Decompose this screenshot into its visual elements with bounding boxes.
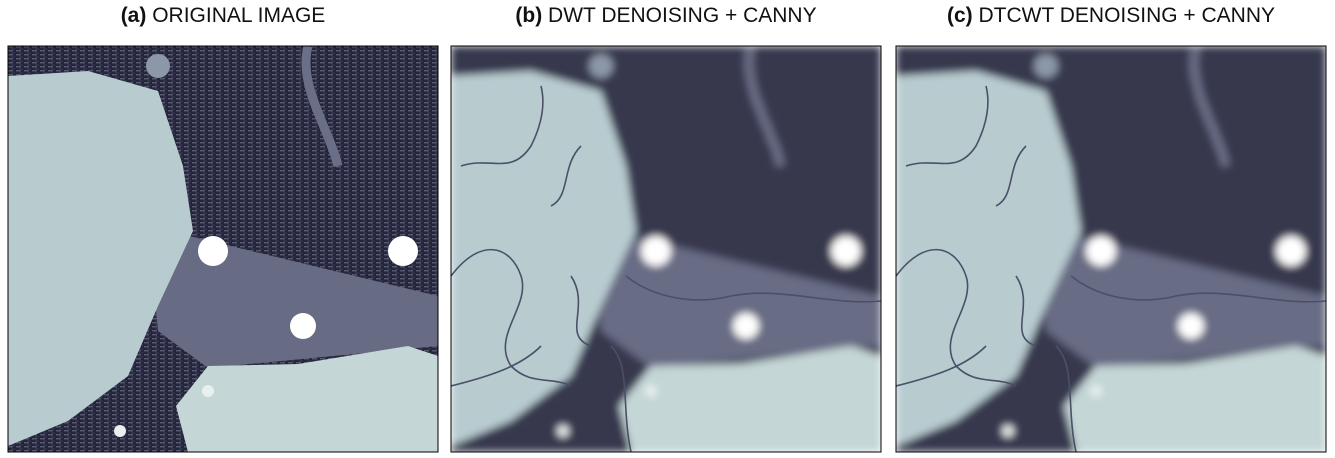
image-panel [451,46,881,452]
panel-title: (b) DWT DENOISING + CANNY [515,4,816,27]
panel-label: (b) [515,4,542,27]
panel-label: (c) [947,4,973,27]
image-panel [896,46,1326,452]
panel-title: (a) ORIGINAL IMAGE [121,4,326,27]
dtcwt-image [896,46,1326,452]
panel-title-text: ORIGINAL IMAGE [152,4,325,27]
image-panel [8,46,438,452]
figure: (a) ORIGINAL IMAGE (b) DWT DENOISING + C… [0,0,1335,453]
denoised-image [451,46,881,452]
panel-title-text: DWT DENOISING + CANNY [548,4,817,27]
panel-title: (c) DTCWT DENOISING + CANNY [947,4,1275,27]
dwt-image [451,46,881,452]
original-image [8,46,438,452]
panel-title-text: DTCWT DENOISING + CANNY [978,4,1275,27]
page: (a) ORIGINAL IMAGE (b) DWT DENOISING + C… [0,0,1335,453]
denoised-image [896,46,1326,452]
panel-label: (a) [121,4,147,27]
